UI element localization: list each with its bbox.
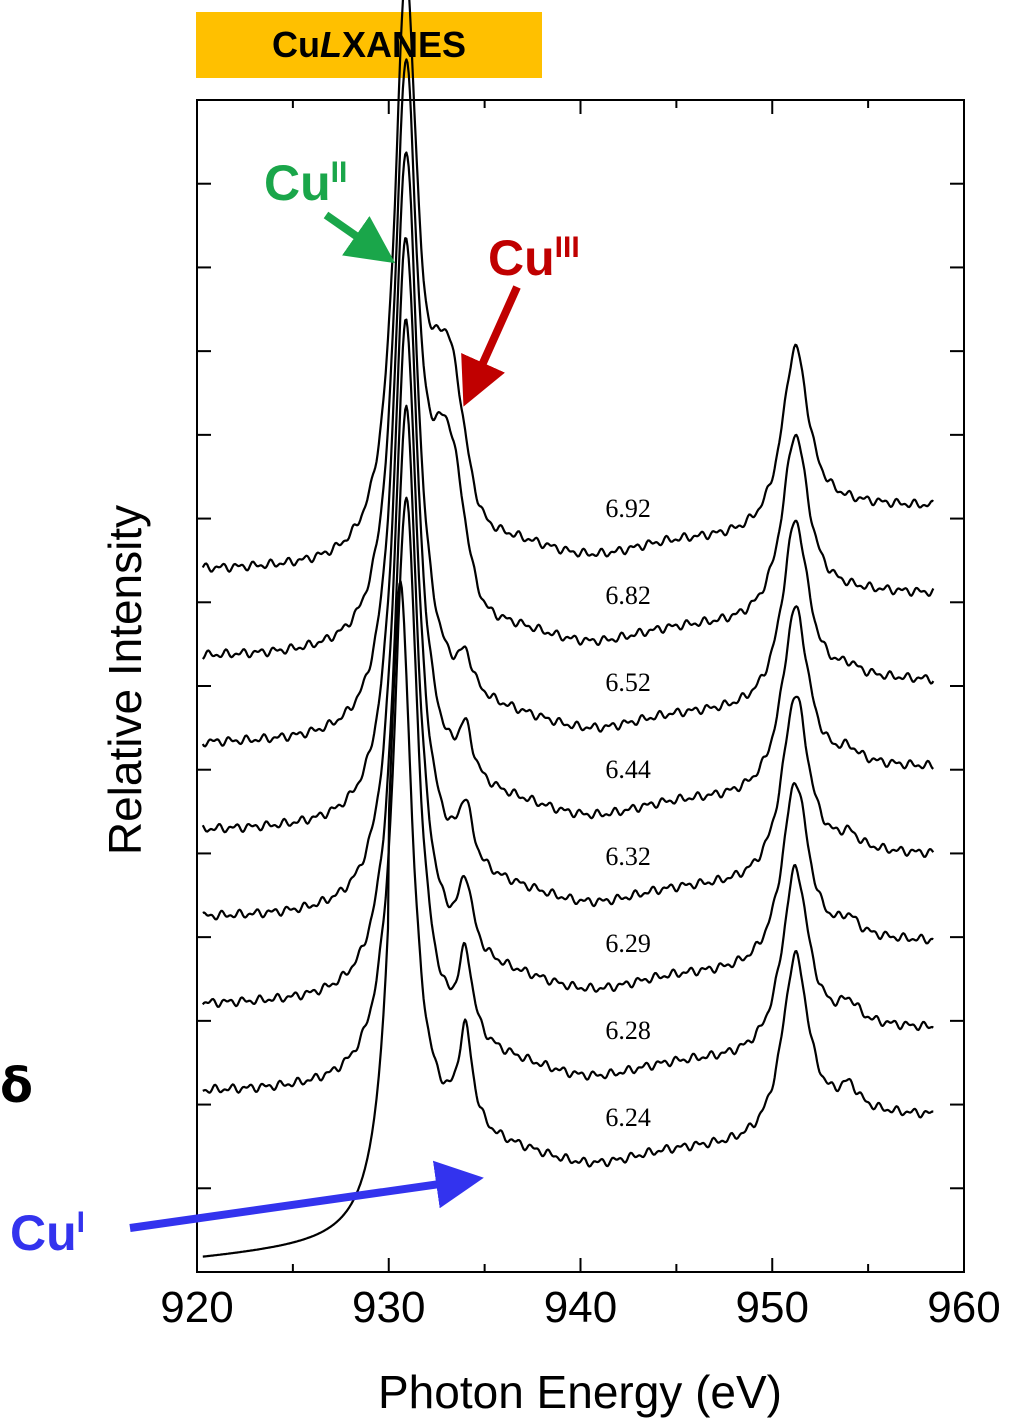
y-axis-title: Relative Intensity bbox=[99, 505, 151, 855]
curve-label: 6.28 bbox=[605, 1016, 651, 1045]
spectrum-line bbox=[201, 404, 934, 1008]
cu-annotation-arrow bbox=[129, 1160, 484, 1232]
cu-annotation-label: CuI bbox=[10, 1205, 85, 1261]
x-tick-label: 960 bbox=[927, 1283, 1000, 1332]
spectrum-line bbox=[202, 496, 934, 1094]
traces bbox=[201, 0, 935, 1258]
curve-label: 6.24 bbox=[605, 1103, 651, 1132]
spectrum-line bbox=[202, 318, 935, 921]
x-axis-title: Photon Energy (eV) bbox=[378, 1366, 782, 1418]
x-tick-label: 950 bbox=[736, 1283, 809, 1332]
plot-frame bbox=[196, 99, 965, 1273]
curve-label: 6.82 bbox=[605, 581, 651, 610]
x-tick-label: 920 bbox=[160, 1283, 233, 1332]
spectrum-line bbox=[201, 151, 935, 748]
spectrum-line bbox=[201, 0, 934, 573]
curve-label: 6.32 bbox=[605, 842, 651, 871]
curve-label: 6.92 bbox=[605, 494, 651, 523]
x-tick-labels: 920 930 940 950 960 bbox=[160, 1283, 1000, 1332]
cu-annotation-arrow bbox=[461, 285, 521, 407]
annotations: CuII CuIII CuI bbox=[10, 155, 580, 1261]
cu-annotation-label: CuII bbox=[264, 155, 347, 211]
curve-labels: 6.92 6.82 6.52 6.44 6.32 6.29 6.28 6.24 bbox=[605, 494, 651, 1132]
title-badge: Cu L XANES bbox=[196, 12, 542, 78]
cu-annotation-label: CuIII bbox=[488, 230, 580, 286]
badge-prefix: Cu bbox=[271, 24, 320, 65]
spectrum-line bbox=[201, 237, 934, 834]
curve-label: 6.29 bbox=[605, 929, 651, 958]
cu-annotation-arrow bbox=[323, 211, 396, 264]
x-tick-label: 940 bbox=[544, 1283, 617, 1332]
spectrum-line bbox=[202, 580, 934, 1258]
curve-label: 6.44 bbox=[605, 755, 651, 784]
spectrum-line bbox=[201, 58, 935, 660]
badge-italic: L bbox=[319, 24, 342, 65]
badge-suffix: XANES bbox=[341, 24, 467, 65]
x-tick-label: 930 bbox=[352, 1283, 425, 1332]
curve-label: 6.52 bbox=[605, 668, 651, 697]
axis-ticks bbox=[196, 100, 965, 1272]
delta-fragment: δ bbox=[0, 1058, 33, 1114]
